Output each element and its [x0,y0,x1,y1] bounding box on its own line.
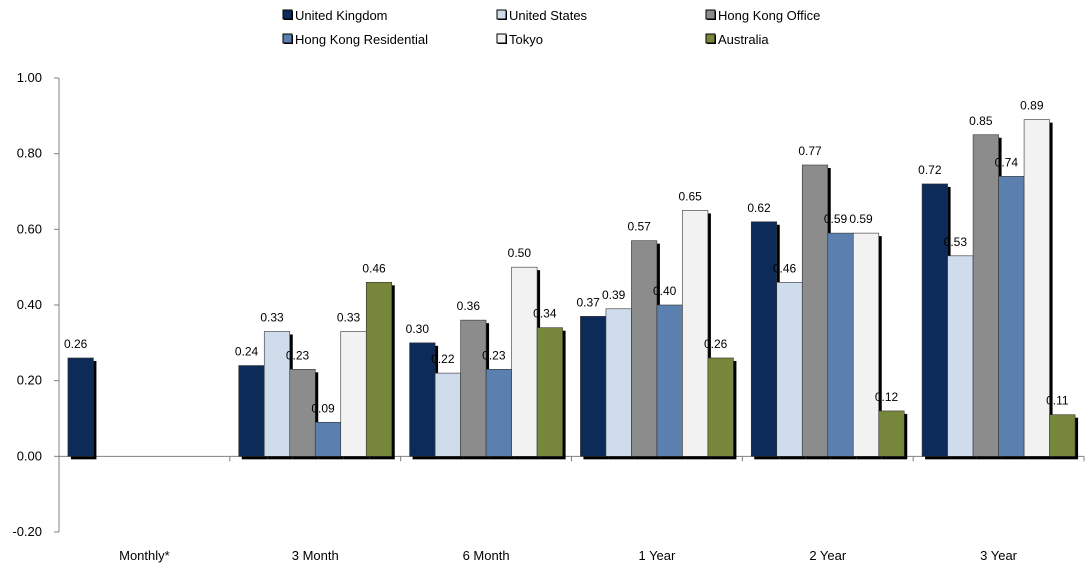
bar [921,183,948,457]
bar [656,304,683,457]
data-label: 0.59 [824,212,848,226]
bar [485,369,512,457]
x-axis: Monthly* 3 Month 6 Month 1 Year 2 Year 3 Year [58,455,1085,563]
x-category-label: 1 Year [638,548,676,563]
bar [263,331,291,457]
data-label: 0.62 [747,201,771,215]
bar [972,134,999,457]
bar [947,255,974,457]
y-tick-label: -0.20 [12,524,42,539]
bar [1049,414,1076,457]
bar [1023,119,1050,457]
data-label: 0.59 [849,212,873,226]
data-label: 0.26 [704,337,728,351]
data-label: 0.26 [64,337,88,351]
data-label: 0.65 [678,189,702,203]
data-label: 0.11 [1046,394,1069,408]
data-label: 0.85 [969,114,993,128]
data-label: 0.22 [431,352,455,366]
legend-label: Hong Kong Office [718,8,820,23]
data-label: 0.46 [362,261,386,275]
legend-swatch [282,33,293,44]
data-label: 0.33 [337,310,361,324]
bar [340,331,367,457]
x-category-label: 3 Year [980,548,1018,563]
bar [682,210,709,457]
legend-label: United Kingdom [295,8,388,23]
bar [605,308,632,457]
data-label: 0.40 [653,284,677,298]
bar [460,319,487,457]
x-category-label: 2 Year [809,548,847,563]
data-label: 0.36 [457,299,481,313]
legend-swatch [496,9,507,20]
data-label: 0.89 [1020,99,1044,113]
bar [852,232,880,457]
data-label: 0.24 [235,345,259,359]
bar [580,316,607,457]
bar [289,369,316,457]
bar [511,266,538,457]
bar [536,327,563,457]
bar [434,372,461,457]
legend-swatch [705,9,716,20]
bar [776,281,803,457]
bar [998,176,1025,457]
data-label: 0.37 [576,295,600,309]
y-tick-label: 0.40 [17,297,42,312]
bar [67,357,94,457]
bar [878,410,905,457]
bar [801,164,829,457]
data-label: 0.23 [482,348,506,362]
legend: United Kingdom United States Hong Kong Off… [282,8,820,47]
data-label: 0.33 [260,310,284,324]
legend-label: Tokyo [509,32,543,47]
y-tick-label: 0.60 [17,221,42,236]
data-label: 0.57 [627,220,651,234]
x-category-label: Monthly* [119,548,170,563]
data-label: 0.39 [602,288,626,302]
bar [409,342,436,457]
legend-label: United States [509,8,588,23]
y-tick-label: 1.00 [17,70,42,85]
data-label: 0.77 [798,144,822,158]
bar [707,357,734,457]
data-label: 0.12 [875,390,899,404]
data-label: 0.30 [406,322,430,336]
legend-swatch [282,9,293,20]
legend-label: Hong Kong Residential [295,32,428,47]
bar [365,281,393,457]
bar [314,421,342,457]
y-tick-label: 0.20 [17,373,42,388]
data-label: 0.34 [533,307,557,321]
data-label: 0.09 [311,401,335,415]
legend-label: Australia [718,32,769,47]
data-label: 0.72 [918,163,942,177]
data-label: 0.74 [995,155,1019,169]
bar [827,232,854,457]
bar [238,365,265,457]
y-tick-label: 0.00 [17,448,42,463]
data-label: 0.23 [286,348,310,362]
data-label: 0.50 [508,246,532,260]
data-label: 0.53 [944,235,968,249]
bar [750,221,778,457]
x-category-label: 6 Month [463,548,510,563]
x-category-label: 3 Month [292,548,339,563]
bar [631,240,658,457]
legend-swatch [496,33,507,44]
legend-swatch [705,33,716,44]
data-labels: 0.26 0.24 0.30 0.37 0.62 0.72 0.33 0.22 0.39 0.46… [64,99,1069,416]
bars [67,119,1079,460]
y-axis: -0.20 0.00 0.20 0.40 0.60 0.80 1.00 [12,70,60,539]
data-label: 0.46 [773,261,797,275]
y-tick-label: 0.80 [17,146,42,161]
